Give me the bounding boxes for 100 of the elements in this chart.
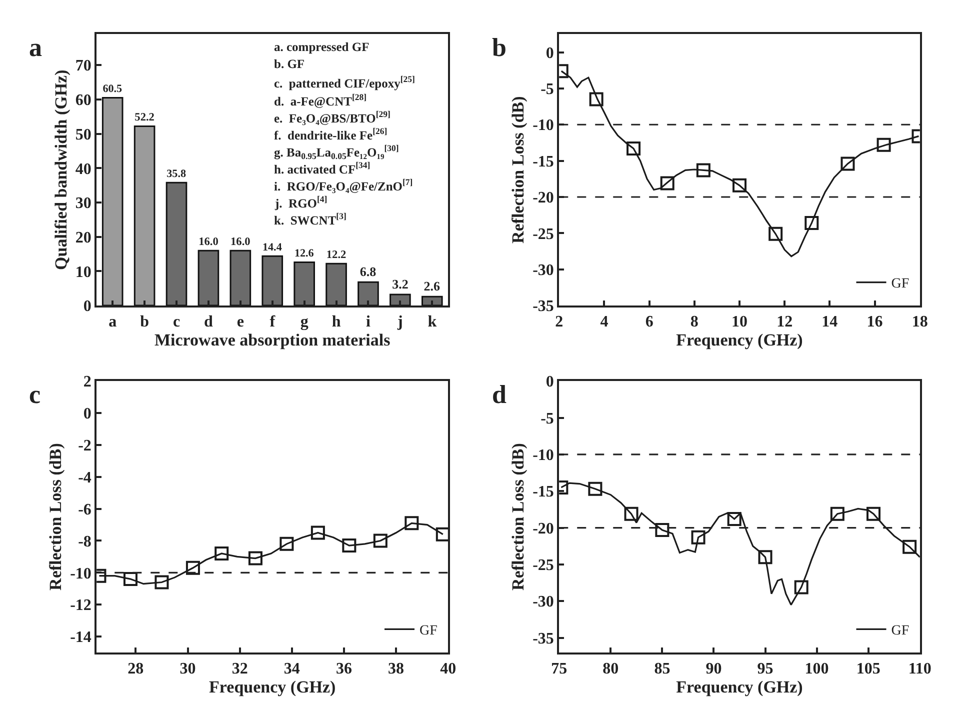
point	[624, 506, 638, 521]
bar	[421, 296, 443, 306]
data-label: 12.2	[326, 249, 347, 262]
point	[804, 216, 819, 230]
y-tick-label: 20	[75, 229, 92, 246]
data-label: 3.2	[392, 276, 408, 292]
y-tick-label: 50	[75, 126, 92, 144]
data-label: 16.0	[230, 236, 251, 248]
y-tick-label: -4	[78, 469, 92, 486]
x-tick-label: 40	[440, 660, 456, 678]
point	[436, 527, 448, 542]
data-label: 16.0	[198, 236, 219, 248]
point	[589, 92, 604, 106]
point	[342, 538, 356, 553]
y-tick-label: -20	[532, 190, 554, 207]
point	[866, 506, 880, 521]
point	[768, 226, 783, 241]
x-tick-label: 38	[388, 660, 404, 678]
x-tick-label: g	[300, 314, 308, 331]
x-tick-label: 105	[856, 660, 880, 678]
bar	[262, 255, 284, 306]
x-tick-label: 18	[912, 314, 928, 331]
y-tick-label: -30	[532, 594, 554, 611]
point	[123, 572, 138, 586]
x-tick-label: j	[396, 314, 403, 331]
annotation: e. Fe₃O₄@BS/BTO$^{[29]}$	[274, 109, 391, 126]
bar	[198, 250, 220, 306]
bar	[390, 294, 411, 306]
data-label: 35.8	[166, 168, 186, 180]
bar	[326, 262, 347, 306]
y-axis-title: Qualified bandwidth (GHz)	[51, 70, 70, 270]
x-tick-label: 32	[232, 660, 248, 678]
point	[373, 534, 388, 548]
y-tick-label: -10	[532, 117, 554, 134]
x-tick-label: 6	[645, 314, 654, 331]
point	[310, 526, 325, 540]
x-tick-label: c	[172, 314, 180, 331]
annotation: a. compressed GF	[274, 40, 370, 54]
point	[794, 580, 808, 594]
annotation: f. dendrite-like Fe$^{[26]}$	[274, 126, 388, 142]
annotation: i. RGO/Fe₃O₄@Fe/ZnO$^{[7]}$	[274, 177, 413, 194]
chart-title: d	[492, 380, 507, 409]
point	[626, 142, 641, 156]
data-label: 6.8	[360, 264, 377, 280]
x-tick-label: 36	[336, 660, 352, 678]
x-tick-label: 12	[776, 314, 793, 331]
point	[902, 540, 917, 554]
y-tick-label: -20	[532, 520, 554, 538]
x-tick-label: 80	[602, 660, 619, 678]
x-tick-label: 28	[128, 660, 144, 678]
x-tick-label: 10	[732, 314, 748, 331]
x-tick-label: 16	[866, 314, 883, 331]
point	[248, 551, 262, 566]
annotation: g. Ba$_{0.95}$La$_{0.05}$Fe₁₂O₁₉$^{[30]}$	[274, 143, 399, 161]
x-tick-label: h	[332, 314, 341, 331]
point	[758, 550, 772, 564]
x-tick-label: 90	[706, 660, 722, 678]
y-tick-label: -5	[540, 81, 554, 98]
y-tick-label: 60	[75, 92, 92, 110]
y-tick-label: 10	[75, 264, 92, 281]
point	[840, 156, 855, 171]
x-axis-title: Frequency (GHz)	[676, 678, 803, 697]
point	[186, 560, 200, 575]
annotation: b. GF	[274, 57, 305, 71]
point	[655, 522, 670, 537]
x-tick-label: b	[140, 314, 150, 331]
annotation: c. patterned CIF/epoxy$^{[25]}$	[274, 74, 416, 90]
chart-title: a	[29, 33, 42, 62]
point	[660, 176, 674, 190]
y-tick-label: -15	[532, 484, 554, 501]
x-tick-label: a	[108, 314, 117, 331]
x-tick-label: 100	[804, 660, 829, 678]
y-axis-title: Reflection Loss (dB)	[46, 443, 66, 590]
point	[404, 516, 419, 530]
bar	[134, 125, 156, 306]
y-tick-label: 40	[75, 160, 92, 178]
x-tick-label: d	[204, 314, 214, 331]
y-tick-label: -6	[78, 501, 92, 518]
point	[732, 178, 747, 192]
y-tick-label: 0	[83, 298, 92, 316]
point	[727, 512, 742, 526]
annotation: j. RGO$^{[4]}$	[274, 194, 328, 210]
annotation: d. a-Fe@CNT$^{[28]}$	[274, 92, 367, 108]
point	[588, 482, 602, 496]
legend-label: GF	[891, 624, 910, 639]
x-tick-label: 8	[690, 314, 698, 331]
x-tick-label: f	[270, 314, 276, 331]
y-tick-label: -10	[532, 447, 554, 464]
bar	[166, 182, 188, 306]
y-tick-label: -12	[70, 597, 92, 614]
y-tick-label: -35	[532, 630, 554, 648]
data-label: 14.4	[262, 242, 282, 254]
point	[280, 536, 294, 551]
x-tick-label: 34	[284, 660, 300, 678]
y-tick-label: -35	[532, 298, 554, 316]
annotation: h. activated CF$^{[34]}$	[274, 160, 370, 176]
x-axis-title: Frequency (GHz)	[209, 678, 336, 697]
point	[830, 506, 844, 521]
x-tick-label: i	[366, 314, 372, 331]
point	[154, 575, 169, 590]
